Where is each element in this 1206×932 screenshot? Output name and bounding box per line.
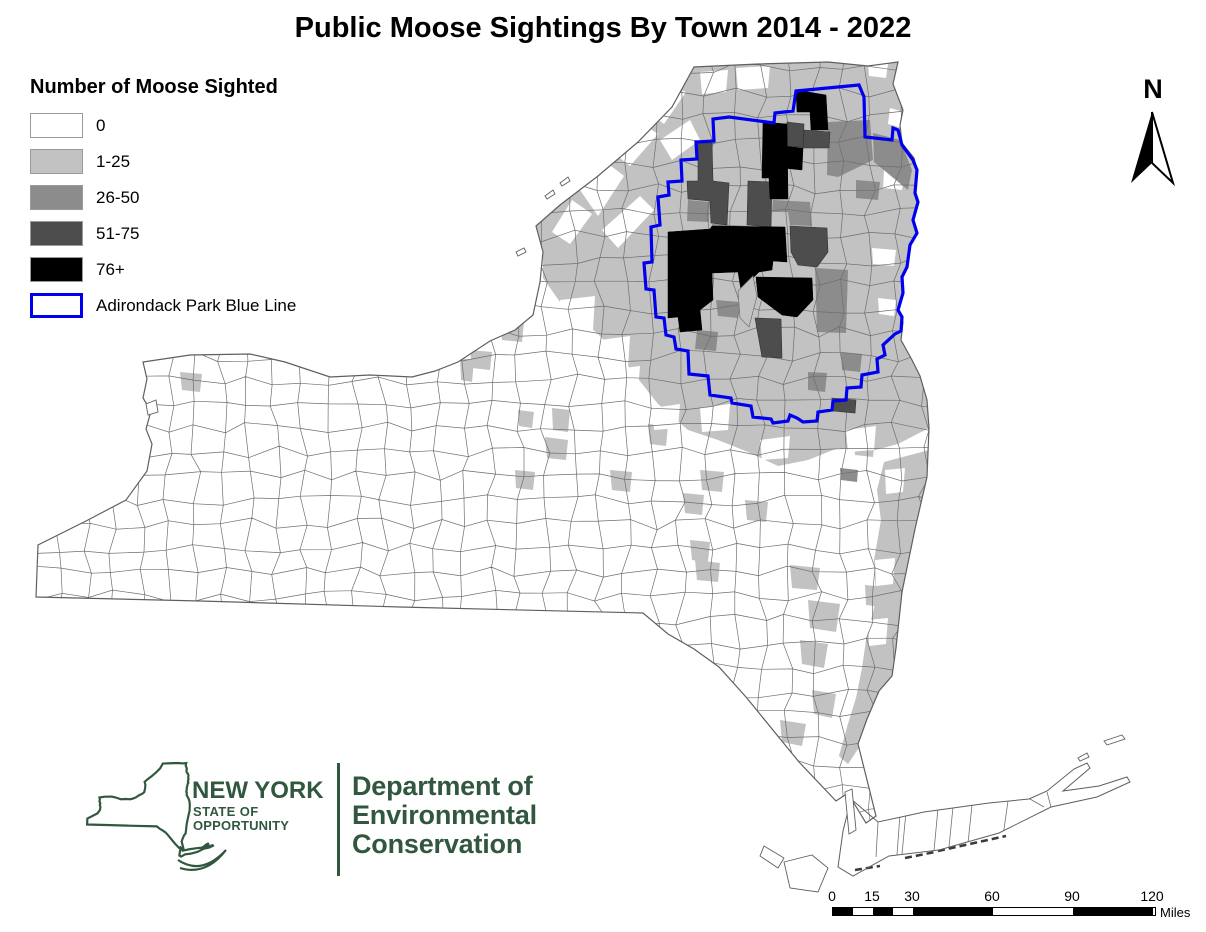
legend-label-76plus: 76+ [96,260,125,279]
legend-title: Number of Moose Sighted [30,76,278,98]
logo-swoosh [177,849,227,871]
legend: Number of Moose Sighted 0 1-25 26-50 51-… [30,76,296,329]
logo-dept-line2: Environmental [352,800,537,830]
scale-tick-0: 0 [828,888,836,904]
legend-label-0: 0 [96,116,106,135]
north-arrow-icon [1131,111,1176,187]
legend-swatch-1-25 [30,149,83,174]
page-title: Public Moose Sightings By Town 2014 - 20… [294,12,912,44]
legend-label-51-75: 51-75 [96,224,140,243]
legend-swatch-76plus [30,257,83,282]
logo-department: Department of Environmental Conservation [352,772,537,859]
logo-dept-line1: Department of [352,771,533,801]
scale-tick-60: 60 [984,888,1000,904]
legend-label-blue-line: Adirondack Park Blue Line [96,296,297,315]
legend-swatch-blue-line [30,293,83,318]
scale-bar: 0 15 30 60 90 120 Miles [828,888,1206,924]
legend-label-1-25: 1-25 [96,152,131,171]
legend-row: 0 [30,113,296,138]
legend-swatch-0 [30,113,83,138]
legend-row: 76+ [30,257,296,282]
legend-row: Adirondack Park Blue Line [30,293,296,318]
logo-stateof: STATE OF [193,804,259,819]
logo-opportunity: OPPORTUNITY [193,818,290,833]
legend-swatch-26-50 [30,185,83,210]
logo-newyork: NEW YORK [192,777,324,804]
logo-divider [337,763,340,876]
legend-row: 51-75 [30,221,296,246]
scale-bar-strip [832,907,1156,916]
north-arrow: N [1128,74,1178,105]
legend-label-26-50: 26-50 [96,188,140,207]
scale-unit: Miles [1160,905,1191,920]
north-label: N [1143,74,1163,104]
legend-swatch-51-75 [30,221,83,246]
scale-tick-120: 120 [1140,888,1164,904]
legend-row: 26-50 [30,185,296,210]
scale-tick-30: 30 [904,888,920,904]
logo-dept-line3: Conservation [352,829,523,859]
legend-row: 1-25 [30,149,296,174]
scale-tick-15: 15 [864,888,880,904]
scale-tick-90: 90 [1064,888,1080,904]
